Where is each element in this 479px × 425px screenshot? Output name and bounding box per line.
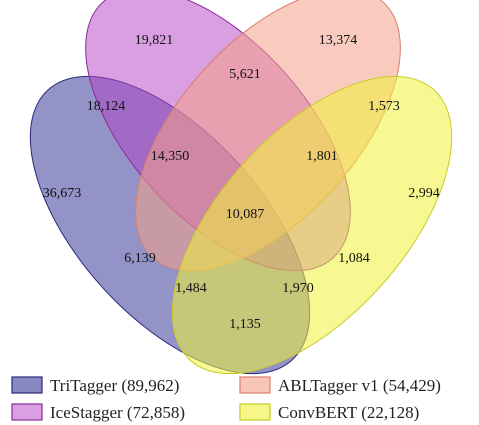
region-tri-ice-abl: 14,350 xyxy=(151,149,190,164)
legend-item-abltagger: ABLTagger v1 (54,429) xyxy=(239,376,441,395)
region-tri-abl: 1,135 xyxy=(229,317,261,332)
region-conv-only: 2,994 xyxy=(408,186,440,201)
region-tri-ice-conv: 6,139 xyxy=(124,251,156,266)
region-tri-only: 36,673 xyxy=(43,186,82,201)
region-ice-abl: 5,621 xyxy=(229,67,261,82)
legend-label-abltagger: ABLTagger v1 (54,429) xyxy=(278,376,441,395)
region-ice-conv: 1,970 xyxy=(282,281,314,296)
region-abl-only: 13,374 xyxy=(319,33,358,48)
legend-label-icestagger: IceStagger (72,858) xyxy=(50,403,185,422)
legend-item-tritagger: TriTagger (89,962) xyxy=(11,376,179,395)
region-labels: 19,821 13,374 5,621 18,124 1,573 14,350 … xyxy=(43,33,440,332)
legend: TriTagger (89,962) IceStagger (72,858) A… xyxy=(11,376,441,422)
legend-swatch-convbert xyxy=(239,403,271,421)
region-tri-abl-conv: 1,084 xyxy=(338,251,370,266)
legend-swatch-icestagger xyxy=(11,403,43,421)
region-ice-abl-conv: 1,801 xyxy=(306,149,338,164)
region-abl-conv: 1,573 xyxy=(368,99,400,114)
legend-item-icestagger: IceStagger (72,858) xyxy=(11,403,185,422)
legend-swatch-abltagger xyxy=(239,376,271,394)
region-all-four: 10,087 xyxy=(226,207,265,222)
legend-swatch-tritagger xyxy=(11,376,43,394)
region-tri-ice: 18,124 xyxy=(87,99,126,114)
region-tri-conv: 1,484 xyxy=(175,281,207,296)
convbert-ellipse xyxy=(171,75,453,375)
region-ice-only: 19,821 xyxy=(135,33,174,48)
legend-label-tritagger: TriTagger (89,962) xyxy=(50,376,179,395)
legend-label-convbert: ConvBERT (22,128) xyxy=(278,403,419,422)
legend-item-convbert: ConvBERT (22,128) xyxy=(239,403,419,422)
